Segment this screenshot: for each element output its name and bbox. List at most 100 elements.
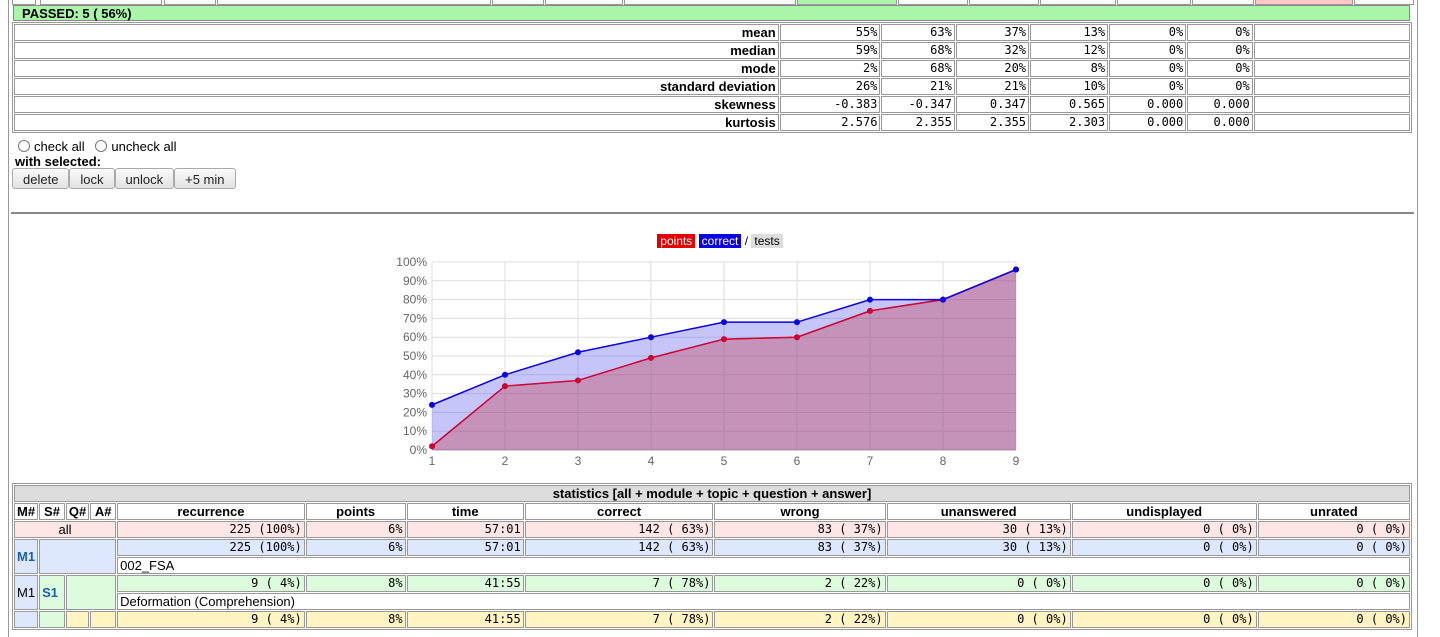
uncheck-all-label: uncheck all [111,139,177,154]
column-header[interactable]: Q# [65,503,90,520]
column-header[interactable]: undisplayed [1071,503,1257,520]
q-empty-cell [90,611,117,628]
summary-value: 0.000 [1187,96,1253,113]
topic-name: Deformation (Comprehension) [117,593,1410,610]
statistics-caption: statistics [all + module + topic + quest… [14,485,1410,502]
summary-value: 0% [1109,24,1187,41]
results-area-chart: 0% 10% 20% 30% 40% 50% 60% 70% 80% 90% 100% 1 2 3 4 5 6 7… [396,255,1020,468]
uncheck-all-radio[interactable]: uncheck all [95,139,176,154]
column-header[interactable]: time [406,503,524,520]
x-tick-label: 9 [1013,454,1020,468]
stat-value: 0 ( 0%) [1257,611,1410,628]
unlock-button[interactable]: unlock [114,168,175,189]
stat-value: 6% [305,521,406,538]
summary-value: 0% [1187,60,1253,77]
summary-value: 0% [1187,24,1253,41]
chart-legend: points correct / tests [0,234,1440,248]
topic-id[interactable]: S1 [42,585,58,600]
summary-row: median 59% 68% 32% 12% 0% 0% [14,42,1410,59]
point-correct [502,371,508,378]
module-empty-cell [39,539,117,574]
frame-right-border [1417,0,1418,637]
add-5-min-button[interactable]: +5 min [174,168,236,189]
point-points [502,383,508,390]
summary-value: 2.303 [1030,114,1109,131]
x-tick-label: 8 [940,454,947,468]
point-correct [721,319,727,326]
stat-value: 0 ( 0%) [1257,521,1410,538]
stat-value: 30 ( 13%) [886,521,1071,538]
stat-value: 0 ( 0%) [1071,611,1257,628]
legend-tests[interactable]: tests [751,234,783,248]
column-header[interactable]: S# [39,503,65,520]
summary-label: standard deviation [14,78,779,95]
module-id[interactable]: M1 [17,549,36,564]
column-header[interactable]: wrong [714,503,886,520]
stat-value: 0 ( 0%) [1071,539,1257,556]
point-correct [575,349,581,356]
summary-value: 68% [881,60,955,77]
point-points [867,307,873,314]
summary-value: 12% [1030,42,1109,59]
topic-empty-cell [65,575,117,610]
legend-correct[interactable]: correct [698,234,742,248]
stat-value: 41:55 [406,611,524,628]
stat-value: 8% [305,575,406,592]
stat-value: 0 ( 0%) [1257,539,1410,556]
column-header[interactable]: M# [14,503,39,520]
summary-value: 0% [1187,42,1253,59]
legend-separator: / [744,234,749,248]
y-tick-label: 0% [410,443,428,457]
legend-points[interactable]: points [657,234,696,248]
x-tick-label: 2 [502,454,509,468]
question-row: 9 ( 4%) 8% 41:55 7 ( 78%) 2 ( 22%) 0 ( 0%) 0 (… [14,611,1410,628]
stat-value: 225 (100%) [117,539,305,556]
column-header[interactable]: unrated [1257,503,1410,520]
summary-value: 59% [779,42,881,59]
x-tick-label: 5 [721,454,728,468]
summary-statistics-table: mean 55% 63% 37% 13% 0% 0% median 59% 68% 32% 12% 0%… [12,22,1412,133]
q-topic-cell [39,611,65,628]
summary-empty-cell [1253,114,1410,131]
x-tick-label: 1 [429,454,436,468]
column-header[interactable]: points [305,503,406,520]
summary-row: skewness -0.383 -0.347 0.347 0.565 0.000 0.000 [14,96,1410,113]
summary-value: 10% [1030,78,1109,95]
stat-value: 8% [305,611,406,628]
point-correct [867,296,873,303]
section-divider [11,212,1414,214]
column-header[interactable]: unanswered [886,503,1071,520]
module-row: M1 225 (100%) 6% 57:01 142 ( 63%) 83 ( 37%) 3… [14,539,1410,574]
module-name: 002_FSA [117,557,1410,574]
column-header[interactable]: correct [524,503,714,520]
radio-icon [95,140,108,152]
summary-value: 32% [955,42,1030,59]
stat-value: 30 ( 13%) [886,539,1071,556]
summary-value: 20% [955,60,1030,77]
point-points [575,377,581,384]
truncated-header-strip [12,0,1414,6]
stat-value: 9 ( 4%) [117,575,305,592]
summary-row: mode 2% 68% 20% 8% 0% 0% [14,60,1410,77]
area-correct [432,269,1016,450]
module-link[interactable]: M1 [14,539,39,574]
y-tick-label: 10% [403,424,427,438]
column-header[interactable]: recurrence [117,503,305,520]
delete-button[interactable]: delete [12,168,70,189]
topic-link[interactable]: S1 [39,575,65,610]
summary-empty-cell [1253,96,1410,113]
lock-button[interactable]: lock [69,168,115,189]
point-points [721,336,727,343]
all-row: all 225 (100%) 6% 57:01 142 ( 63%) 83 ( 37%)… [14,521,1410,538]
summary-value: 0% [1109,60,1187,77]
point-correct [648,334,654,341]
stat-value: 0 ( 0%) [1071,575,1257,592]
stat-value: 225 (100%) [117,521,305,538]
summary-value: 21% [881,78,955,95]
column-header[interactable]: A# [90,503,117,520]
summary-value: 0% [1187,78,1253,95]
topic-row: M1 S1 9 ( 4%) 8% 41:55 7 ( 78%) 2 ( 22%) 0 ( … [14,575,1410,610]
topic-name-row: Deformation (Comprehension) [14,593,1410,610]
check-controls: check all uncheck all [18,139,176,154]
check-all-radio[interactable]: check all [18,139,85,154]
